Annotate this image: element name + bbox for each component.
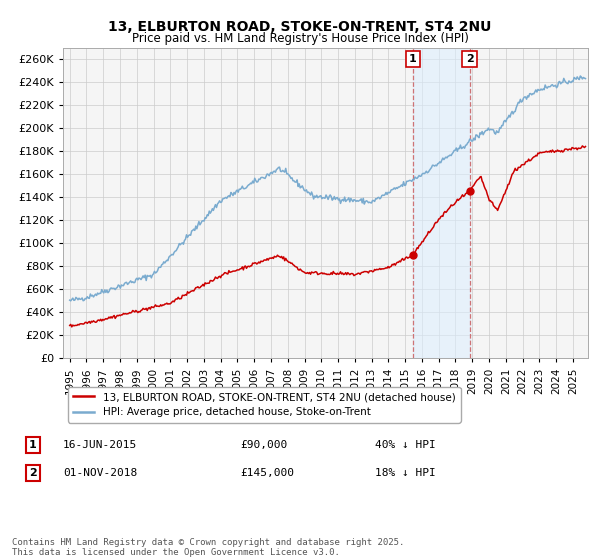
Text: 16-JUN-2015: 16-JUN-2015	[63, 440, 137, 450]
Text: £145,000: £145,000	[240, 468, 294, 478]
Text: 2: 2	[466, 54, 473, 64]
Text: £90,000: £90,000	[240, 440, 287, 450]
Text: Price paid vs. HM Land Registry's House Price Index (HPI): Price paid vs. HM Land Registry's House …	[131, 32, 469, 45]
Text: 40% ↓ HPI: 40% ↓ HPI	[375, 440, 436, 450]
Text: 1: 1	[409, 54, 417, 64]
Text: 01-NOV-2018: 01-NOV-2018	[63, 468, 137, 478]
Text: 1: 1	[29, 440, 37, 450]
Legend: 13, ELBURTON ROAD, STOKE-ON-TRENT, ST4 2NU (detached house), HPI: Average price,: 13, ELBURTON ROAD, STOKE-ON-TRENT, ST4 2…	[68, 387, 461, 423]
Text: Contains HM Land Registry data © Crown copyright and database right 2025.
This d: Contains HM Land Registry data © Crown c…	[12, 538, 404, 557]
Text: 18% ↓ HPI: 18% ↓ HPI	[375, 468, 436, 478]
Text: 2: 2	[29, 468, 37, 478]
Text: 13, ELBURTON ROAD, STOKE-ON-TRENT, ST4 2NU: 13, ELBURTON ROAD, STOKE-ON-TRENT, ST4 2…	[109, 20, 491, 34]
Bar	[413, 48, 470, 358]
